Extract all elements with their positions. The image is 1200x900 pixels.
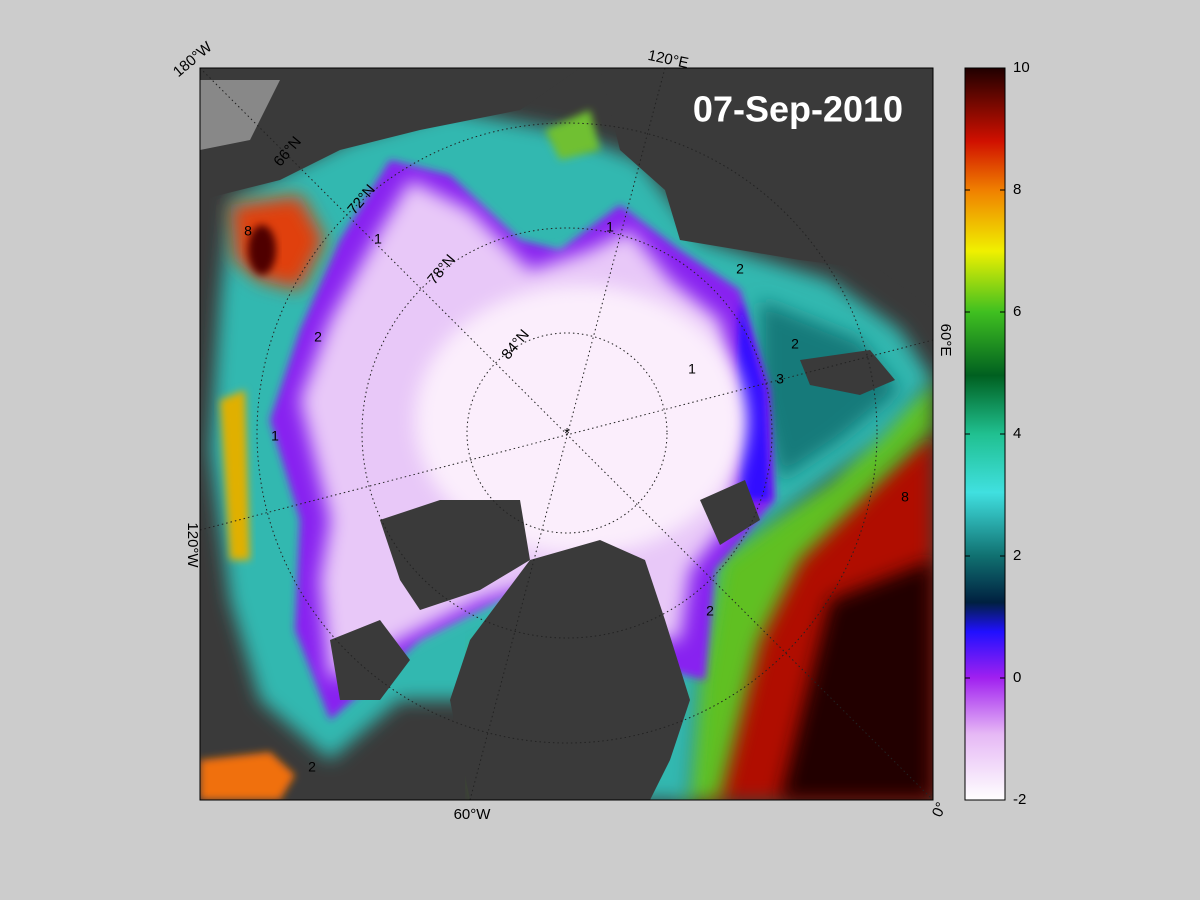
colorbar-tick-label: -2	[1013, 791, 1026, 808]
contour-label: 1	[688, 361, 696, 377]
contour-label: 1	[271, 428, 279, 444]
alaska	[200, 68, 580, 200]
siberia	[600, 68, 933, 310]
svalbard	[700, 480, 760, 545]
contour-label: 2	[706, 603, 714, 619]
longitude-label: 120°W	[184, 522, 201, 568]
ice-center	[415, 285, 745, 555]
pole-marker: *	[564, 425, 570, 442]
contour-label: 1	[374, 231, 382, 247]
archipelago-2	[330, 620, 410, 700]
parallel	[466, 332, 668, 534]
longitude-label: 0°	[929, 800, 950, 820]
greenland	[450, 540, 690, 800]
ocean-green3	[545, 110, 600, 160]
meridian	[200, 339, 933, 531]
land-gray	[200, 80, 280, 150]
contour-label: 2	[314, 329, 322, 345]
novaya-zemlya	[800, 350, 895, 395]
ocean-green	[680, 380, 933, 800]
date-title: 07-Sep-2010	[693, 89, 903, 130]
map: *	[200, 68, 933, 800]
colorbar-tick-label: 6	[1013, 303, 1021, 320]
ocean-dark	[780, 560, 933, 800]
contour-label: 8	[901, 489, 909, 505]
archipelago	[380, 500, 530, 610]
contour-label: 3	[776, 371, 784, 387]
colorbar-tick-label: 2	[1013, 547, 1021, 564]
contour-label: 1	[606, 219, 614, 235]
contour-label: 2	[736, 261, 744, 277]
colorbar-tick-label: 10	[1013, 59, 1030, 76]
contour-label: 2	[308, 759, 316, 775]
meridian	[200, 68, 933, 800]
ocean-hot	[248, 225, 276, 275]
ocean-yellow	[220, 390, 250, 560]
contour-label: 8	[244, 223, 252, 239]
colorbar-tick-label: 4	[1013, 425, 1021, 442]
ocean-orange	[200, 752, 295, 800]
colorbar-tick-label: 8	[1013, 181, 1021, 198]
contour-label: 2	[791, 336, 799, 352]
graticule	[200, 68, 933, 800]
colorbar-tick-label: 0	[1013, 669, 1021, 686]
ice-edge-blue	[735, 300, 770, 500]
meridian	[469, 68, 666, 800]
longitude-label: 60°E	[937, 324, 954, 357]
longitude-label: 60°W	[454, 806, 492, 823]
parallel	[361, 227, 773, 639]
parallel	[256, 122, 878, 744]
map-frame	[199, 67, 934, 801]
colorbar	[964, 67, 1006, 801]
ocean-teal-dark	[760, 300, 900, 480]
